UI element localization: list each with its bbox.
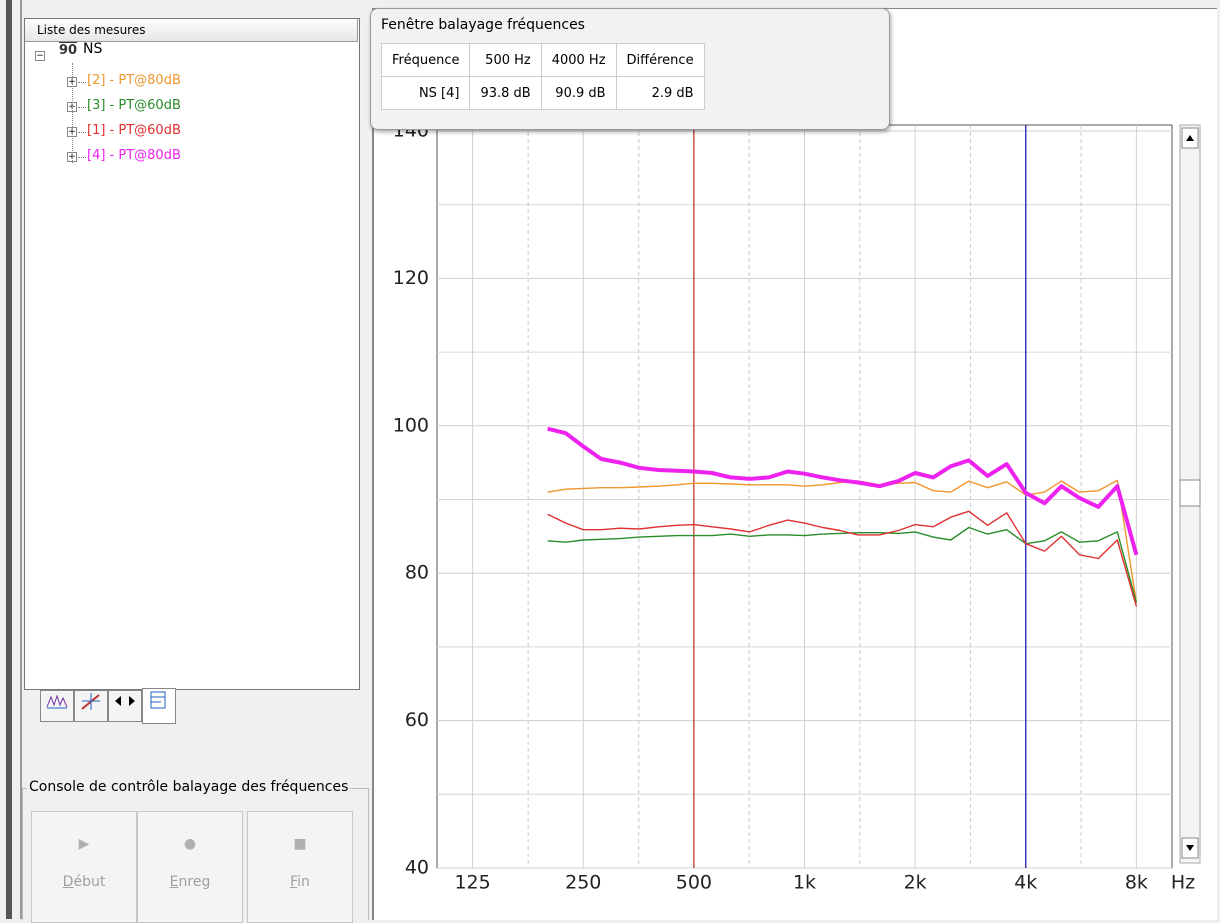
tab-icon xyxy=(115,696,135,706)
table-cell: 90.9 dB xyxy=(540,76,617,110)
series-line xyxy=(547,426,1139,556)
series-line xyxy=(547,526,1138,603)
tab-active[interactable] xyxy=(142,688,176,724)
tree-item[interactable]: [2] - PT@80dB xyxy=(87,73,181,88)
y-tick-label: 100 xyxy=(393,414,429,436)
table-header-row: Fréquence 500 Hz 4000 Hz Différence xyxy=(380,43,705,77)
tab-icon xyxy=(46,694,68,709)
scroll-thumb[interactable] xyxy=(1179,479,1201,507)
y-tick-label: 60 xyxy=(405,709,429,731)
table-row: NS [4] 93.8 dB 90.9 dB 2.9 dB xyxy=(380,76,705,110)
y-tick-label: 40 xyxy=(405,857,429,879)
series-line xyxy=(547,479,1138,603)
console-group: Console de contrôle balayage des fréquen… xyxy=(22,779,369,923)
collapse-box[interactable]: − xyxy=(35,51,45,61)
tree-item[interactable]: [3] - PT@60dB xyxy=(87,98,181,113)
tab-icon xyxy=(81,693,100,710)
tree-item[interactable]: [1] - PT@60dB xyxy=(87,123,181,138)
button-label: Début xyxy=(62,874,106,890)
x-tick-label: 250 xyxy=(565,872,601,894)
arrow-icon xyxy=(1186,135,1194,141)
measurement-tree: Liste des mesures − 90 NS + [2] - PT@80dB… xyxy=(24,18,360,690)
y-tick-label: 80 xyxy=(405,562,429,584)
x-axis-unit: Hz xyxy=(1171,872,1195,894)
tree-item[interactable]: [4] - PT@80dB xyxy=(87,148,181,163)
tree-connector xyxy=(72,63,73,163)
popup-title: Fenêtre balayage fréquences xyxy=(381,17,585,33)
header-cell: 4000 Hz xyxy=(540,43,617,77)
x-tick-label: 4k xyxy=(1014,872,1037,894)
y-tick-label: 120 xyxy=(393,267,429,289)
tree-connector xyxy=(78,107,86,108)
console-title: Console de contrôle balayage des fréquen… xyxy=(27,779,351,795)
x-tick-label: 8k xyxy=(1125,872,1148,894)
header-cell: Fréquence xyxy=(380,43,471,77)
record-button[interactable]: ● Enreg xyxy=(137,811,243,923)
tab[interactable] xyxy=(40,690,74,722)
x-tick-label: 500 xyxy=(676,872,712,894)
tree-root[interactable]: NS xyxy=(83,41,103,57)
tree-connector xyxy=(78,157,86,158)
start-button[interactable]: ▶ Début xyxy=(31,811,137,923)
button-label: Enreg xyxy=(169,874,211,890)
x-tick-label: 1k xyxy=(793,872,816,894)
tab[interactable] xyxy=(108,690,142,722)
end-button[interactable]: ■ Fin xyxy=(247,811,353,923)
table-cell: NS [4] xyxy=(380,76,471,110)
header-cell: Différence xyxy=(615,43,705,77)
window-border xyxy=(6,0,12,919)
tree-header[interactable]: Liste des mesures xyxy=(25,19,358,42)
result-table: Fréquence 500 Hz 4000 Hz Différence NS [4] 93… xyxy=(380,43,705,110)
button-label: Fin xyxy=(290,874,310,890)
tree-connector xyxy=(78,82,86,83)
tree-connector xyxy=(78,132,86,133)
tab-icon xyxy=(150,691,166,709)
root-icon: 90 xyxy=(59,43,78,58)
x-tick-label: 2k xyxy=(904,872,927,894)
x-tick-label: 125 xyxy=(454,872,490,894)
sweep-popup: Fenêtre balayage fréquences Fréquence 500… xyxy=(370,8,890,130)
plot xyxy=(436,124,1173,869)
table-cell: 2.9 dB xyxy=(615,76,705,110)
arrow-icon xyxy=(1186,845,1194,851)
window-border xyxy=(20,0,22,919)
table-cell: 93.8 dB xyxy=(469,76,542,110)
header-cell: 500 Hz xyxy=(469,43,542,77)
tab[interactable] xyxy=(74,690,108,722)
series-line xyxy=(547,510,1138,607)
